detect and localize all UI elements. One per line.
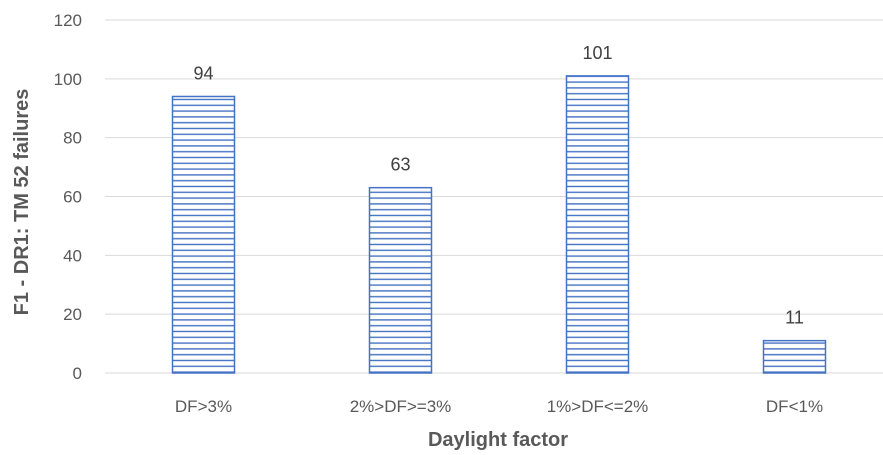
- data-label: 63: [390, 155, 410, 175]
- x-tick-label: DF>3%: [175, 397, 232, 416]
- x-tick-label: 1%>DF<=2%: [547, 397, 649, 416]
- y-tick-label: 40: [63, 246, 82, 265]
- y-axis-ticks: 0 20 40 60 80 100 120: [54, 11, 82, 383]
- data-label: 101: [582, 43, 612, 63]
- y-tick-label: 20: [63, 305, 82, 324]
- y-tick-label: 100: [54, 70, 82, 89]
- bars: [171, 75, 827, 374]
- data-label: 94: [193, 63, 213, 83]
- y-tick-label: 60: [63, 188, 82, 207]
- data-label: 11: [785, 308, 804, 328]
- x-axis-title: Daylight factor: [428, 429, 568, 451]
- bar: [762, 339, 827, 374]
- bar: [171, 95, 236, 374]
- x-tick-label: DF<1%: [766, 397, 823, 416]
- x-tick-label: 2%>DF>=3%: [350, 397, 452, 416]
- y-tick-label: 120: [54, 11, 82, 30]
- y-tick-label: 80: [63, 129, 82, 148]
- y-tick-label: 0: [73, 364, 82, 383]
- data-labels: 94 63 101 11: [193, 43, 803, 328]
- x-axis-ticks: DF>3% 2%>DF>=3% 1%>DF<=2% DF<1%: [175, 397, 823, 416]
- bar: [368, 186, 433, 374]
- bar: [565, 75, 630, 374]
- y-axis-title: F1 - DR1: TM 52 failures: [11, 89, 33, 316]
